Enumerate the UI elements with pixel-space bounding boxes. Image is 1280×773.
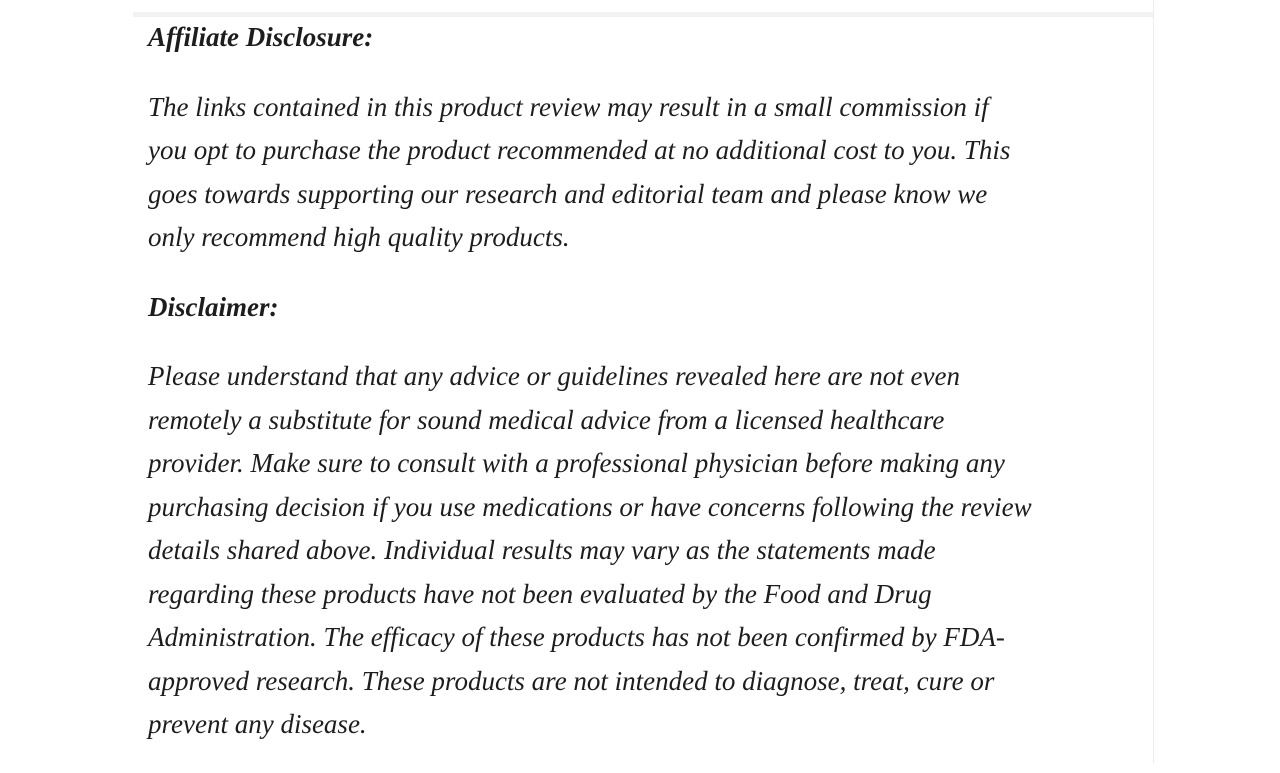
- content-right-border: [1153, 0, 1154, 763]
- top-divider-remnant: [133, 12, 1154, 17]
- disclaimer-paragraph: Please understand that any advice or gui…: [148, 361, 1032, 739]
- affiliate-disclosure-paragraph: The links contained in this product revi…: [148, 91, 1011, 253]
- disclaimer-heading: Disclaimer:: [148, 291, 279, 322]
- affiliate-disclosure-heading: Affiliate Disclosure:: [148, 22, 374, 52]
- article-content: Affiliate Disclosure: The links containe…: [148, 0, 1158, 773]
